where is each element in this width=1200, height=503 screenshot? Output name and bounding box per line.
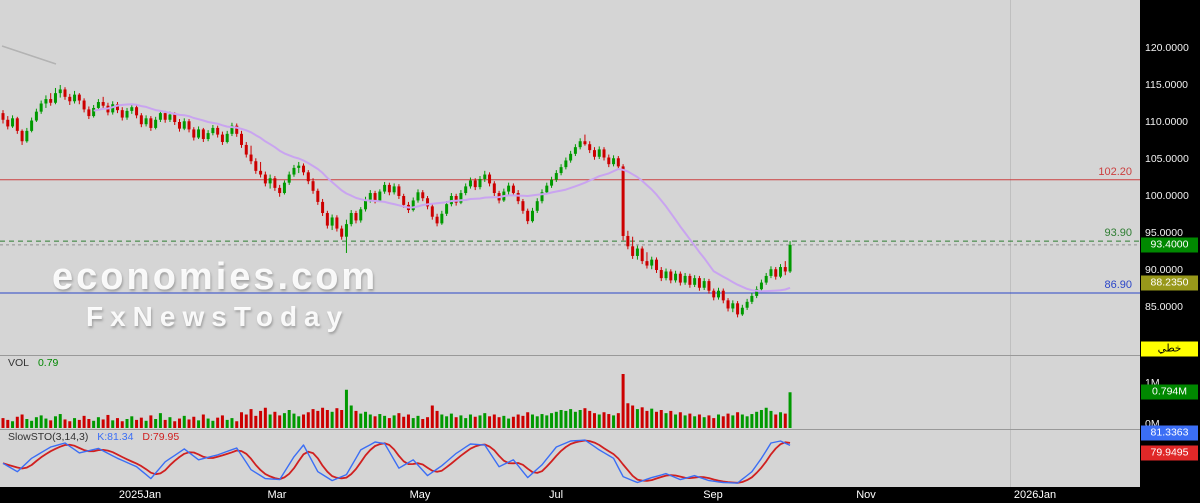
y-axis-tick-105.0000: 105.0000 bbox=[1145, 153, 1189, 165]
sto-k-line bbox=[2, 439, 791, 484]
volume-title: VOL bbox=[8, 357, 30, 369]
last-volume-badge: 0.794M bbox=[1141, 384, 1198, 400]
volume-series bbox=[1, 374, 792, 428]
sto-d-line bbox=[2, 439, 791, 484]
sto-k-value: K:81.34 bbox=[97, 431, 134, 443]
price-line-label-0: 102.20 bbox=[1098, 165, 1132, 178]
indicator-price-badge: 88.2350 bbox=[1141, 275, 1198, 291]
sto-title: SlowSTO(3,14,3) bbox=[8, 431, 89, 443]
candlestick-series bbox=[1, 85, 792, 318]
trendline-segment bbox=[1, 45, 57, 65]
y-axis-tick-90.0000: 90.0000 bbox=[1145, 264, 1183, 276]
x-axis-tick-Jul: Jul bbox=[548, 489, 564, 501]
x-axis-tick-May: May bbox=[409, 489, 431, 501]
x-axis-tick-Nov: Nov bbox=[856, 489, 876, 501]
y-axis-tick-100.0000: 100.0000 bbox=[1145, 190, 1189, 202]
y-axis-tick-120.0000: 120.0000 bbox=[1145, 42, 1189, 54]
x-axis-tick-Mar: Mar bbox=[267, 489, 287, 501]
price-line-label-2: 86.90 bbox=[1104, 278, 1132, 291]
volume-pane-label: VOL 0.79 bbox=[8, 357, 64, 369]
sto-d-value: D:79.95 bbox=[142, 431, 180, 443]
x-axis-tick-2025Jan: 2025Jan bbox=[118, 489, 162, 501]
watermark-economies: economies.com bbox=[52, 256, 379, 298]
last-price-badge: 93.4000 bbox=[1141, 237, 1198, 253]
sto-k-badge: 81.3363 bbox=[1141, 425, 1198, 441]
x-axis-tick-Sep: Sep bbox=[703, 489, 723, 501]
y-axis-tick-110.0000: 110.0000 bbox=[1145, 116, 1189, 128]
y-axis-tick-115.0000: 115.0000 bbox=[1145, 79, 1189, 91]
sto-pane-label: SlowSTO(3,14,3) K:81.34 D:79.95 bbox=[8, 431, 185, 443]
x-axis-tick-2026Jan: 2026Jan bbox=[1013, 489, 1057, 501]
y-axis-tick-95.0000: 95.0000 bbox=[1145, 227, 1183, 239]
sto-d-badge: 79.9495 bbox=[1141, 445, 1198, 461]
time-axis[interactable] bbox=[0, 487, 1200, 503]
scale-mode-badge: خطي bbox=[1141, 341, 1198, 357]
y-axis-tick-85.0000: 85.0000 bbox=[1145, 301, 1183, 313]
watermark-fxnewstoday: FxNewsToday bbox=[86, 301, 350, 332]
price-line-label-1: 93.90 bbox=[1104, 227, 1132, 240]
volume-value: 0.79 bbox=[37, 357, 59, 369]
moving-average-line bbox=[93, 103, 791, 293]
